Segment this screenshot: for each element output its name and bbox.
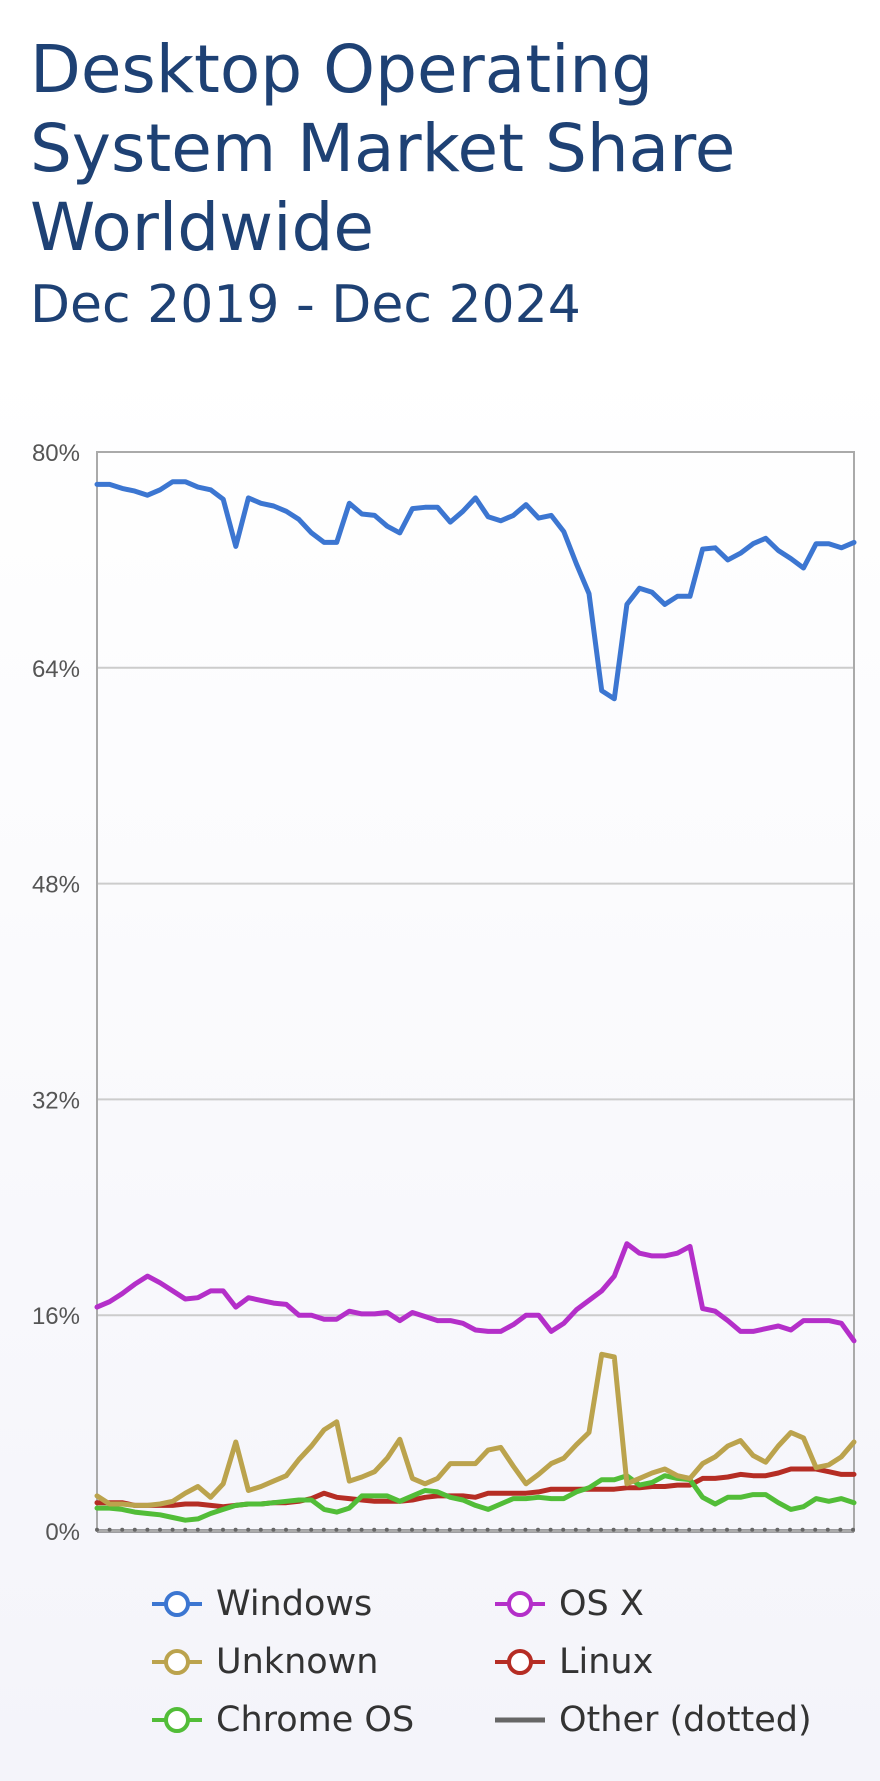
legend-item-windows[interactable]: Windows [150,1575,493,1633]
series-lines [94,479,857,1532]
legend-marker-circle [507,1591,533,1617]
series-line-unknown [94,1351,857,1508]
legend-item-unknown[interactable]: Unknown [150,1633,493,1691]
y-tick-label: 16% [32,1303,80,1330]
legend-label-linux: Linux [559,1642,654,1682]
series-line-windows [94,479,857,702]
legend-label-os-x: OS X [559,1584,644,1624]
legend-marker-os-x [495,1591,545,1617]
legend-marker-windows [152,1591,202,1617]
legend-marker-chrome-os [152,1707,202,1733]
legend-item-os-x[interactable]: OS X [493,1575,850,1633]
y-tick-label: 0% [45,1519,80,1546]
legend-item-chrome-os[interactable]: Chrome OS [150,1691,493,1749]
legend-marker-unknown [152,1649,202,1675]
legend-label-windows: Windows [216,1584,373,1624]
legend-label-other: Other (dotted) [559,1700,812,1740]
legend-marker-circle [164,1591,190,1617]
legend-label-unknown: Unknown [216,1642,379,1682]
chart-subtitle: Dec 2019 - Dec 2024 [30,275,581,335]
series-line-os-x [94,1241,857,1344]
y-tick-label: 48% [32,872,80,899]
series-line-chrome-os [94,1473,857,1523]
series-line-linux [94,1466,857,1510]
line-chart: 0% 16% 32% 48% 64% 80% [32,440,857,1546]
legend-label-chrome-os: Chrome OS [216,1700,415,1740]
legend-item-other[interactable]: Other (dotted) [493,1691,850,1749]
legend-marker-circle [164,1649,190,1675]
y-tick-label: 80% [32,440,80,467]
y-tick-label: 32% [32,1087,80,1114]
legend-item-linux[interactable]: Linux [493,1633,850,1691]
legend-marker-linux [495,1649,545,1675]
grid-lines [96,451,855,1533]
y-axis-ticks: 0% 16% 32% 48% 64% 80% [32,440,80,1546]
chart-title: Desktop Operating System Market Share Wo… [30,31,736,266]
legend-marker-other [495,1717,545,1723]
legend: Windows OS X Unknown Linux Chrome OS Oth… [150,1575,850,1749]
legend-marker-circle [507,1649,533,1675]
y-tick-label: 64% [32,656,80,683]
plot-area-border [96,451,855,1532]
legend-marker-circle [164,1707,190,1733]
